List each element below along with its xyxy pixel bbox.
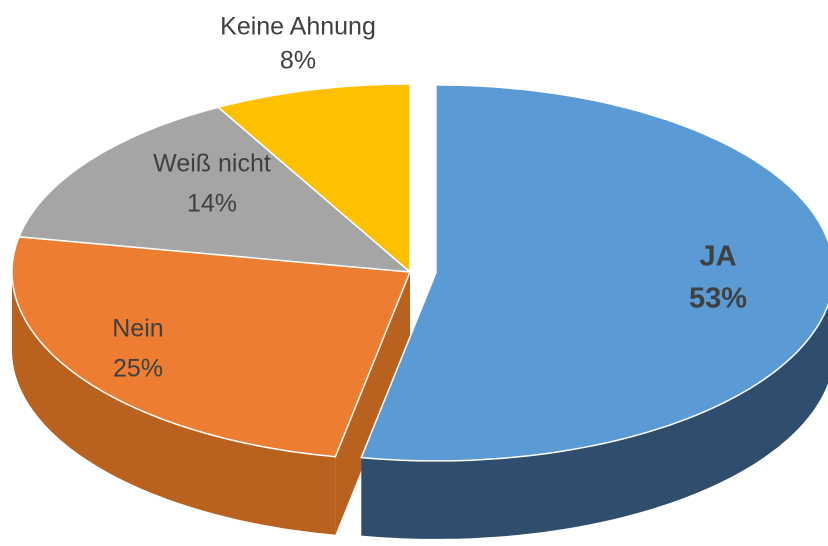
- value-label: 53%: [689, 283, 747, 315]
- slice-label: Nein: [112, 315, 163, 343]
- slice-label: JA: [699, 241, 736, 273]
- slice: [11, 236, 412, 458]
- value-label: 8%: [280, 47, 316, 75]
- slice: [216, 83, 411, 274]
- slice-label: Keine Ahnung: [220, 13, 376, 41]
- value-label: 14%: [187, 190, 237, 218]
- slice-side: [12, 272, 336, 535]
- value-label: 25%: [113, 355, 163, 383]
- slice-radial-wall: [335, 272, 410, 535]
- slice: [360, 84, 828, 462]
- slice: [17, 106, 413, 273]
- slice-side: [361, 305, 828, 539]
- slice-label: Weiß nicht: [153, 150, 271, 178]
